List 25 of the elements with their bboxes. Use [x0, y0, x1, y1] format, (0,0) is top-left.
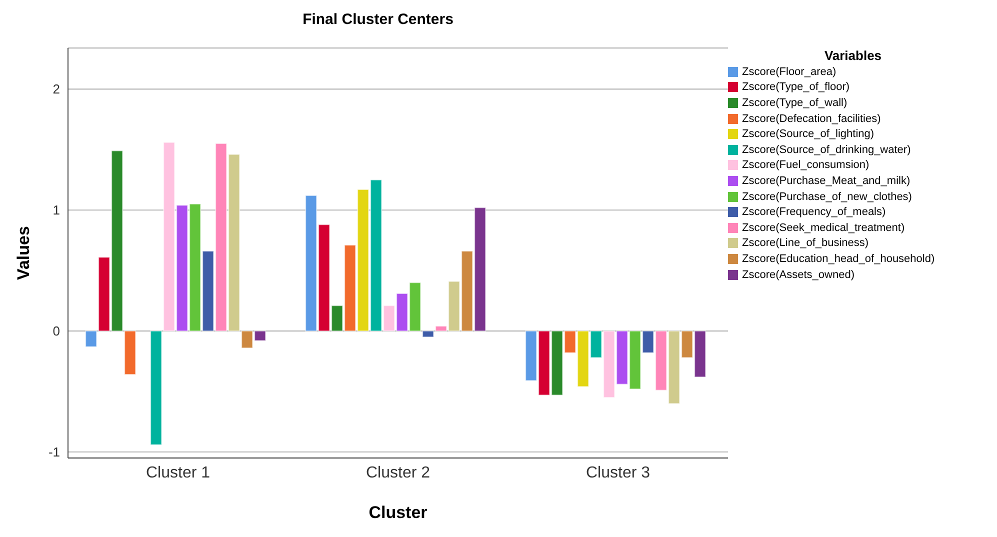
y-tick-label: 1 [52, 202, 60, 218]
legend-label: Zscore(Source_of_drinking_water) [742, 144, 911, 156]
legend-label: Zscore(Fuel_consumsion) [742, 159, 870, 172]
legend-label: Zscore(Type_of_wall) [742, 96, 848, 109]
y-tick-label: -1 [48, 444, 60, 460]
legend-title: Variables [823, 48, 883, 63]
legend-label: Zscore(Assets_owned) [742, 268, 854, 281]
y-tick-label: 2 [52, 82, 60, 97]
legend-label: Zscore(Purchase_Meat_and_milk) [742, 174, 910, 187]
chart-title: Final Cluster Centers [302, 11, 454, 28]
legend-label: Zscore(Type_of_floor) [742, 81, 850, 94]
legend-label: Zscore(Source_of_lighting) [742, 128, 874, 140]
x-tick-label: Cluster 2 [366, 464, 430, 482]
legend-label: Zscore(Line_of_business) [742, 237, 869, 250]
x-tick-label: Cluster 1 [146, 464, 210, 482]
x-axis-title: Cluster [368, 503, 428, 522]
x-tick-label: Cluster 3 [586, 464, 650, 482]
legend-label: Zscore(Education_head_of_household) [742, 252, 935, 265]
y-axis-title: Values [14, 226, 34, 280]
legend-label: Zscore(Defecation_facilities) [742, 112, 881, 125]
legend-label: Zscore(Frequency_of_meals) [742, 206, 886, 218]
legend-label: Zscore(Seek_medical_treatment) [742, 222, 905, 234]
legend-label: Zscore(Floor_area) [742, 66, 836, 78]
y-tick-label: 0 [52, 324, 60, 339]
legend-label: Zscore(Purchase_of_new_clothes) [742, 190, 912, 203]
